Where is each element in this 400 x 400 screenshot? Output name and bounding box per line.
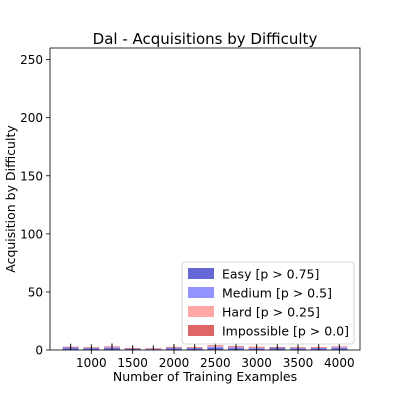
legend-box (181, 261, 355, 345)
y-axis-ticks: 0 50 100 150 200 250 (20, 53, 50, 358)
y-tick-label-2: 100 (20, 227, 43, 241)
error-bars-group (70, 342, 340, 351)
y-axis-label: Acquisition by Difficulty (3, 125, 18, 273)
x-tick-label-3: 2500 (200, 356, 231, 370)
y-tick-label-1: 50 (28, 285, 43, 299)
legend-label-0: Easy [p > 0.75] (222, 267, 319, 282)
legend-swatch-0 (188, 268, 214, 279)
legend-swatch-1 (188, 287, 214, 298)
legend-swatch-3 (188, 325, 214, 336)
x-tick-label-6: 4000 (324, 356, 355, 370)
x-axis-ticks: 1000 1500 2000 2500 3000 3500 4000 (76, 350, 355, 370)
x-tick-label-2: 2000 (159, 356, 190, 370)
y-tick-label-3: 150 (20, 169, 43, 183)
x-tick-label-4: 3000 (241, 356, 272, 370)
chart-title: Dal - Acquisitions by Difficulty (93, 30, 318, 48)
plot-frame (49, 47, 361, 351)
y-tick-label-5: 250 (20, 53, 43, 67)
x-tick-label-0: 1000 (76, 356, 107, 370)
legend-label-1: Medium [p > 0.5] (222, 286, 332, 301)
legend-label-2: Hard [p > 0.25] (222, 305, 320, 320)
x-axis-label: Number of Training Examples (113, 369, 297, 384)
x-tick-label-1: 1500 (117, 356, 148, 370)
bars-group (62, 345, 348, 350)
y-tick-label-0: 0 (35, 344, 43, 358)
legend-label-3: Impossible [p > 0.0] (222, 324, 349, 339)
x-tick-label-5: 3500 (283, 356, 314, 370)
legend-swatch-2 (188, 306, 214, 317)
legend: Easy [p > 0.75] Medium [p > 0.5] Hard [p >… (181, 261, 355, 345)
y-tick-label-4: 200 (20, 111, 43, 125)
